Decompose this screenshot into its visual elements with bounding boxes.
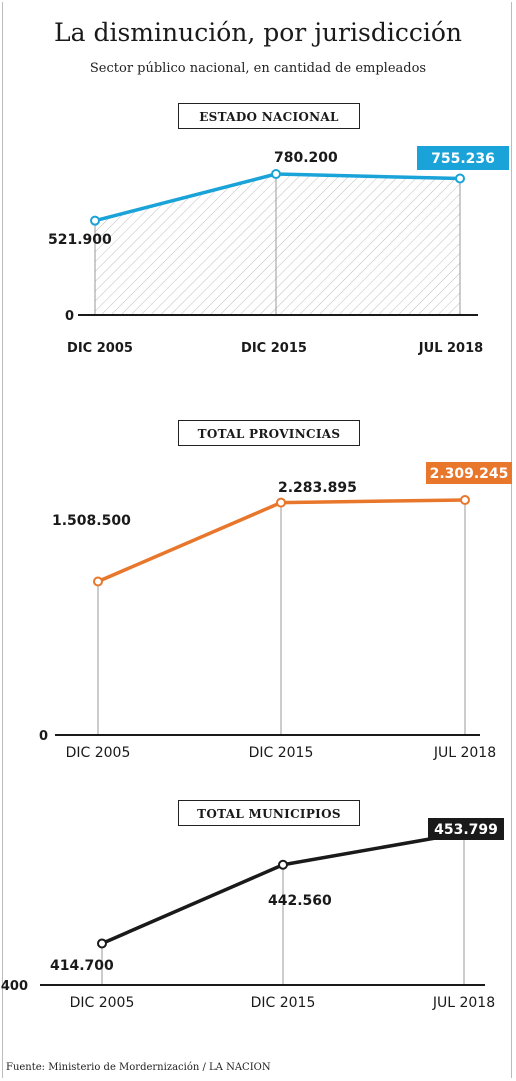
data-label-dic-2005: 521.900 — [48, 232, 112, 248]
data-point-dic-2005 — [90, 215, 100, 226]
panel-title-municipios: TOTAL MUNICIPIOS — [178, 800, 360, 826]
y-baseline-label: 0 — [39, 729, 48, 744]
x-tick-label-dic-2005: DIC 2005 — [67, 341, 133, 356]
panel-title-provincias: TOTAL PROVINCIAS — [178, 420, 360, 446]
data-point-dic-2015 — [278, 859, 288, 870]
x-tick-label-dic-2015: DIC 2015 — [241, 341, 307, 356]
y-baseline-label: 400 — [1, 979, 28, 994]
chart-title: La disminución, por jurisdicción — [54, 18, 462, 47]
x-tick-label-jul-2018: JUL 2018 — [433, 745, 496, 761]
panel-title-nacional: ESTADO NACIONAL — [178, 103, 360, 129]
highlight-label-box — [428, 818, 504, 840]
highlight-label-box — [417, 146, 509, 170]
x-tick-label-jul-2018: JUL 2018 — [432, 995, 495, 1011]
source-note: Fuente: Ministerio de Mordernización / L… — [6, 1062, 271, 1073]
highlight-label-box — [426, 462, 512, 484]
x-tick-label-dic-2005: DIC 2005 — [66, 745, 131, 761]
data-label-dic-2015: 442.560 — [268, 893, 332, 909]
x-tick-label-dic-2015: DIC 2015 — [249, 745, 314, 761]
x-tick-label-dic-2005: DIC 2005 — [70, 995, 135, 1011]
data-label-dic-2015: 780.200 — [274, 150, 338, 166]
area-fill — [95, 174, 460, 315]
data-point-jul-2018 — [455, 173, 465, 184]
data-label-jul-2018: 755.236 — [431, 151, 495, 167]
chart-subtitle: Sector público nacional, en cantidad de … — [89, 61, 427, 76]
data-label-jul-2018: 453.799 — [434, 822, 498, 838]
data-point-jul-2018 — [460, 495, 470, 505]
chart-0: 0 521.900 780.200 755.236 DIC 2005 DIC 2015 JU… — [48, 146, 509, 356]
data-label-jul-2018: 2.309.245 — [430, 466, 509, 482]
data-point-dic-2005 — [97, 938, 107, 949]
chart-2: 400 414.700 442.560 453.799 DIC 2005 DIC 2015… — [1, 818, 504, 1011]
data-label-dic-2005: 1.508.500 — [52, 513, 131, 529]
x-tick-label-jul-2018: JUL 2018 — [418, 341, 483, 356]
data-point-dic-2005 — [93, 576, 103, 587]
data-label-dic-2005: 414.700 — [50, 958, 114, 974]
data-label-dic-2015: 2.283.895 — [278, 480, 357, 496]
chart-1: 0 1.508.500 2.283.895 2.309.245 DIC 2005 DIC … — [39, 462, 512, 761]
y-baseline-label: 0 — [65, 309, 74, 324]
data-point-dic-2015 — [271, 169, 281, 179]
data-point-dic-2015 — [276, 497, 286, 508]
x-tick-label-dic-2015: DIC 2015 — [251, 995, 316, 1011]
